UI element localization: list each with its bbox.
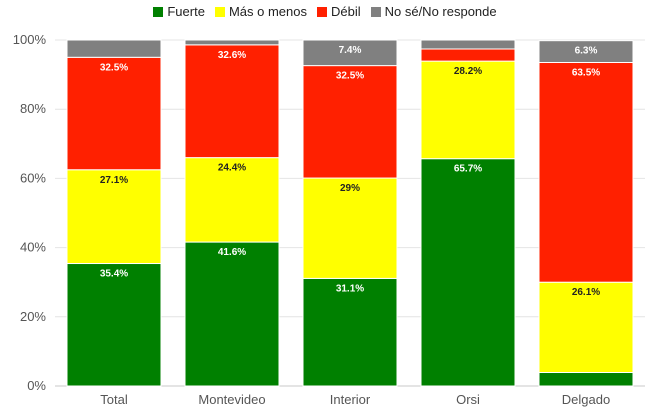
x-tick-label: Delgado <box>562 392 610 407</box>
x-tick-label: Total <box>100 392 128 407</box>
bar-segment <box>302 65 398 179</box>
x-tick-label: Interior <box>330 392 371 407</box>
y-tick-label: 40% <box>20 240 46 255</box>
bar-segment <box>538 281 634 374</box>
data-label: 29% <box>340 183 360 194</box>
legend-item-0: Fuerte <box>153 4 205 19</box>
legend-swatch <box>370 6 381 17</box>
legend-label: Fuerte <box>167 4 205 19</box>
bar-segment <box>420 60 516 160</box>
legend-item-2: Débil <box>316 4 361 19</box>
data-label: 63.5% <box>572 67 600 78</box>
bar-segment <box>420 158 516 387</box>
y-tick-label: 0% <box>27 378 46 393</box>
bar-segment <box>66 56 162 171</box>
data-label: 32.6% <box>218 50 246 61</box>
y-tick-label: 80% <box>20 101 46 116</box>
data-label: 32.5% <box>336 71 364 82</box>
x-tick-label: Montevideo <box>198 392 265 407</box>
legend-swatch <box>214 6 225 17</box>
bar-segment <box>538 40 634 63</box>
bar-segment <box>538 61 634 283</box>
legend-label: Débil <box>330 4 361 19</box>
bar-segment <box>184 44 280 159</box>
y-tick-label: 20% <box>20 309 46 324</box>
bar-segment <box>184 157 280 243</box>
data-label: 32.5% <box>100 62 128 73</box>
legend-label: No sé/No responde <box>384 4 497 19</box>
data-label: 7.4% <box>339 45 362 56</box>
x-tick-label: Orsi <box>456 392 480 407</box>
bar-segment <box>420 48 516 62</box>
bar-segment <box>302 177 398 279</box>
bar-segment <box>538 372 634 387</box>
data-label: 6.3% <box>575 46 598 57</box>
data-label: 26.1% <box>572 287 600 298</box>
legend-item-3: No sé/No responde <box>370 4 497 19</box>
data-label: 41.6% <box>218 247 246 258</box>
bar-segment <box>184 241 280 387</box>
legend-item-1: Más o menos <box>214 4 307 19</box>
bar-segment <box>302 39 398 67</box>
data-label: 24.4% <box>218 163 246 174</box>
chart-legend: Fuerte Más o menos Débil No sé/No responde <box>0 4 650 19</box>
data-label: 27.1% <box>100 175 128 186</box>
y-tick-label: 100% <box>13 32 47 47</box>
data-label: 28.2% <box>454 66 482 77</box>
bar-segment <box>302 277 398 387</box>
bar-segment <box>184 39 280 46</box>
y-tick-label: 60% <box>20 170 46 185</box>
data-label: 31.1% <box>336 283 364 294</box>
bar-segment <box>66 169 162 265</box>
bar-segment <box>66 263 162 387</box>
data-label: 35.4% <box>100 269 128 280</box>
legend-label: Más o menos <box>228 4 307 19</box>
data-label: 65.7% <box>454 164 482 175</box>
legend-swatch <box>153 6 164 17</box>
bar-segment <box>420 39 516 50</box>
bar-segment <box>66 39 162 58</box>
legend-swatch <box>316 6 327 17</box>
